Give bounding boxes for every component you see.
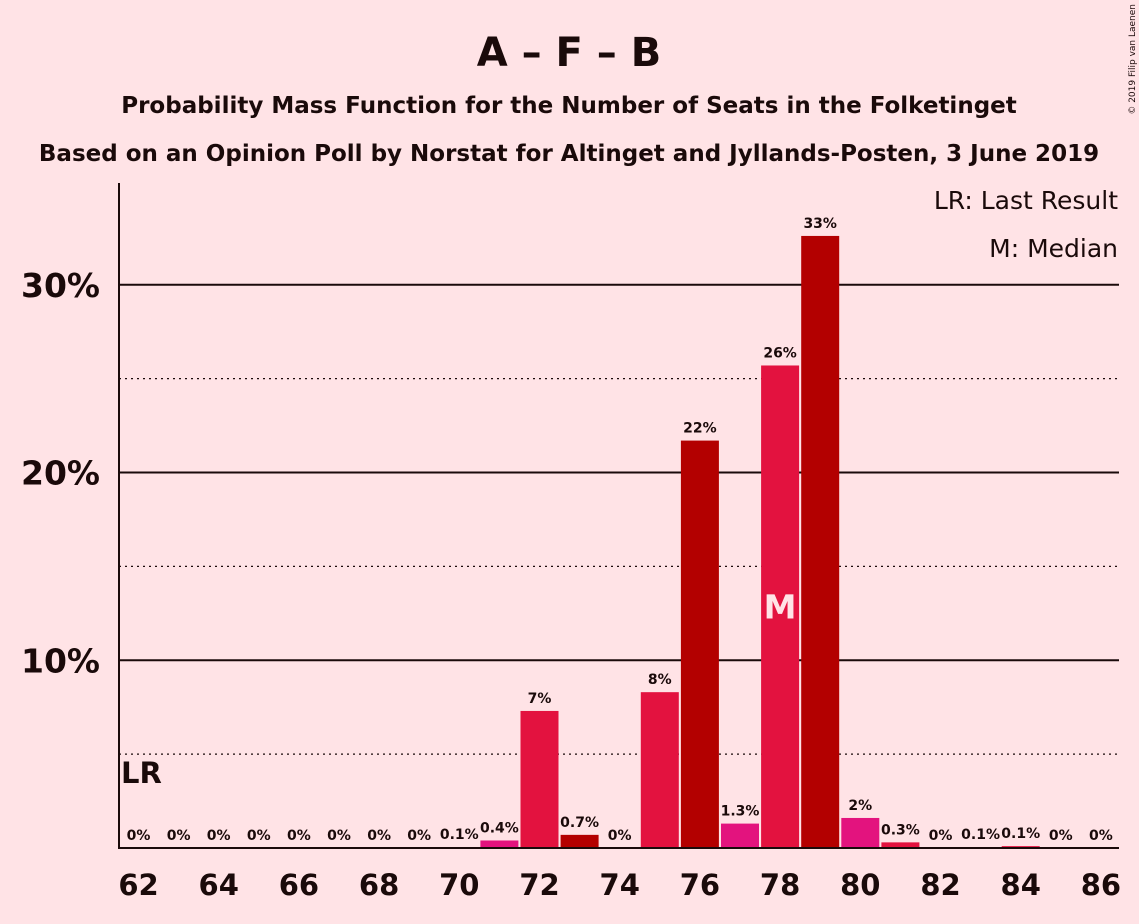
bar-76: [680, 440, 719, 848]
chart-subtitle-2: Based on an Opinion Poll by Norstat for …: [39, 141, 1099, 167]
y-tick-20: 20%: [21, 454, 100, 493]
chart-title: A – F – B: [477, 30, 661, 76]
y-tick-labels: 10% 20% 30%: [21, 266, 100, 681]
bar-label-68: 0%: [367, 828, 391, 844]
y-tick-10: 10%: [21, 641, 100, 680]
bar-label-82: 0%: [929, 828, 953, 844]
x-tick-68: 68: [359, 868, 399, 902]
bar-label-65: 0%: [247, 828, 271, 844]
bar-78: [761, 365, 800, 848]
bar-label-67: 0%: [327, 828, 351, 844]
bar-label-86: 0%: [1089, 828, 1113, 844]
bar-label-77: 1.3%: [721, 804, 760, 820]
bar-label-63: 0%: [167, 828, 191, 844]
x-tick-82: 82: [920, 868, 960, 902]
chart-subtitle: Probability Mass Function for the Number…: [121, 93, 1017, 119]
bar-label-72: 7%: [528, 691, 552, 707]
bar-label-74: 0%: [608, 828, 632, 844]
bar-label-79: 33%: [803, 216, 837, 232]
bar-label-66: 0%: [287, 828, 311, 844]
x-tick-66: 66: [279, 868, 319, 902]
x-tick-84: 84: [1001, 868, 1041, 902]
bar-label-73: 0.7%: [560, 815, 599, 831]
x-tick-62: 62: [118, 868, 158, 902]
bar-label-81: 0.3%: [881, 822, 920, 838]
bar-label-69: 0%: [407, 828, 431, 844]
bar-75: [640, 692, 679, 848]
legend-background: [930, 182, 1125, 268]
last-result-marker: LR: [121, 756, 162, 790]
x-tick-72: 72: [519, 868, 559, 902]
bar-71: [480, 840, 519, 848]
bar-81: [881, 842, 920, 848]
bar-77: [721, 823, 759, 848]
bar-label-85: 0%: [1049, 828, 1073, 844]
bar-label-78: 26%: [763, 345, 797, 361]
bar-label-76: 22%: [683, 421, 717, 437]
median-marker: M: [764, 588, 797, 627]
x-tick-labels: 62 64 66 68 70 72 74 76 78 80 82 84 86: [118, 868, 1121, 902]
bar-label-71: 0.4%: [480, 820, 519, 836]
x-tick-80: 80: [840, 868, 880, 902]
x-tick-70: 70: [439, 868, 479, 902]
x-tick-64: 64: [199, 868, 239, 902]
y-tick-30: 30%: [21, 266, 100, 305]
bar-72: [520, 710, 559, 848]
x-tick-76: 76: [680, 868, 720, 902]
x-tick-78: 78: [760, 868, 800, 902]
bar-label-84: 0.1%: [1001, 826, 1040, 842]
legend-last-result: LR: Last Result: [934, 186, 1118, 215]
bar-label-83: 0.1%: [961, 827, 1000, 843]
copyright-notice: © 2019 Filip van Laenen: [1128, 4, 1138, 115]
bar-labels: 0% 0% 0% 0% 0% 0% 0% 0% 0.1% 0.4%7%0.7%0%8%22%1.3…: [127, 216, 1113, 844]
bar-80: [841, 817, 880, 848]
bar-label-80: 2%: [848, 798, 872, 814]
bar-label-64: 0%: [207, 828, 231, 844]
bar-label-70: 0.1%: [440, 827, 479, 843]
bar-73: [560, 834, 599, 848]
bar-79: [801, 235, 840, 848]
bar-label-62: 0%: [127, 828, 151, 844]
bars: [440, 235, 1040, 848]
gridlines: [119, 283, 1119, 755]
x-tick-86: 86: [1081, 868, 1121, 902]
bar-label-75: 8%: [648, 672, 672, 688]
legend-median: M: Median: [989, 234, 1118, 263]
x-tick-74: 74: [600, 868, 640, 902]
